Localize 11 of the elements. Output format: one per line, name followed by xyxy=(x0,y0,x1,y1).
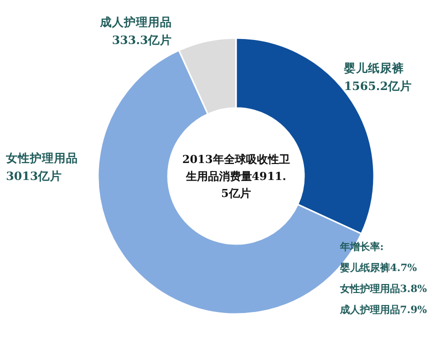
text: 年增长率: xyxy=(339,241,384,253)
text: 女性护理用品3.8% xyxy=(339,283,428,295)
text: 婴儿纸尿裤4.7% xyxy=(339,262,418,274)
slice-label: 婴儿纸尿裤 xyxy=(343,61,404,75)
data-label: 3013亿片 xyxy=(6,169,62,183)
data-label: 333.3亿片 xyxy=(112,33,172,47)
data-label: 1565.2亿片 xyxy=(344,79,412,93)
slice-label: 成人护理用品 xyxy=(99,15,172,29)
slice-label: 女性护理用品 xyxy=(5,151,78,165)
text: 2013年全球吸收性卫生用品消费量4911.5亿片 xyxy=(182,153,290,200)
text: 成人护理用品7.9% xyxy=(339,304,428,316)
